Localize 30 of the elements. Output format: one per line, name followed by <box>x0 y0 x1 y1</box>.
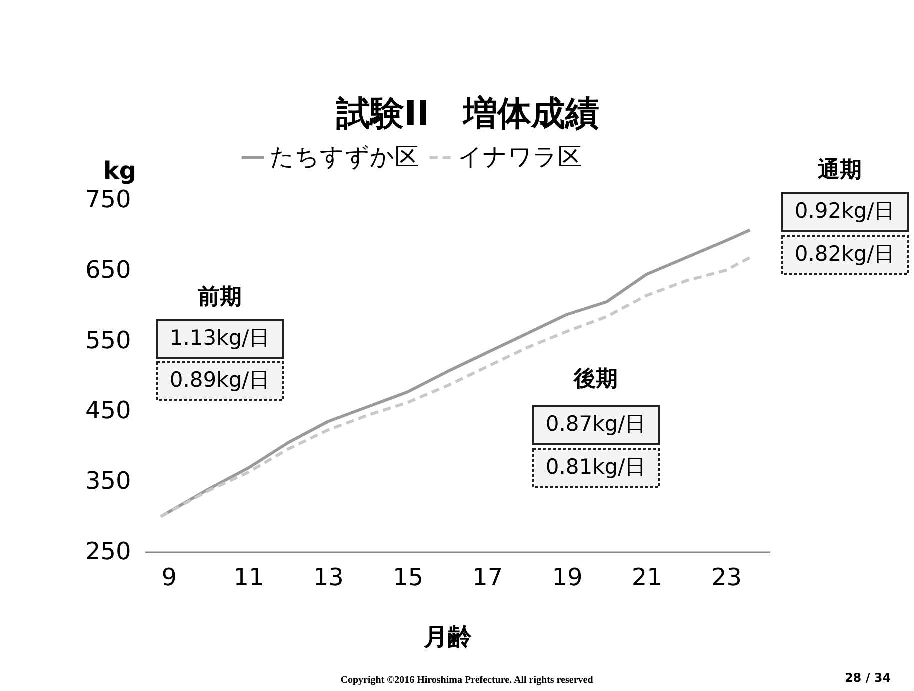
y-tick-label: 450 <box>86 396 132 425</box>
text: 通期 <box>817 158 862 183</box>
annotation: 0.81kg/日 <box>546 455 646 479</box>
x-tick-label: 19 <box>552 564 583 592</box>
text: 0.82kg/日 <box>794 242 896 266</box>
annotation: 後期 <box>573 367 618 392</box>
x-tick-label: 21 <box>632 564 662 592</box>
x-tick-label: 23 <box>711 564 742 592</box>
y-tick-label: 650 <box>86 256 132 284</box>
x-tick-label: 15 <box>392 564 424 592</box>
x-tick-label: 13 <box>313 564 344 592</box>
annotation: 0.89kg/日 <box>170 368 270 392</box>
text: Copyright ©2016 Hiroshima Prefecture. All rights reserved <box>340 675 594 686</box>
y-axis-title: kg <box>103 157 137 185</box>
x-axis-title: 月齢 <box>423 623 473 651</box>
annotation: 前期 <box>197 285 242 310</box>
text: 0.92kg/日 <box>794 199 896 223</box>
y-tick-label: 550 <box>86 326 132 354</box>
legend-label: たちすずか区 <box>270 143 419 171</box>
legend-label: イナワラ区 <box>458 143 582 171</box>
text: 28 / 34 <box>844 671 892 685</box>
x-tick-label: 17 <box>472 564 504 592</box>
y-tick-label: 750 <box>86 186 132 214</box>
annotation: 0.87kg/日 <box>546 412 646 436</box>
chart-title: 試験II 増体成績 <box>335 94 600 134</box>
y-tick-label: 250 <box>86 538 132 566</box>
x-tick-label: 9 <box>162 564 178 592</box>
y-tick-label: 350 <box>86 467 132 496</box>
annotation: 1.13kg/日 <box>170 326 270 350</box>
x-tick-label: 11 <box>234 564 264 592</box>
